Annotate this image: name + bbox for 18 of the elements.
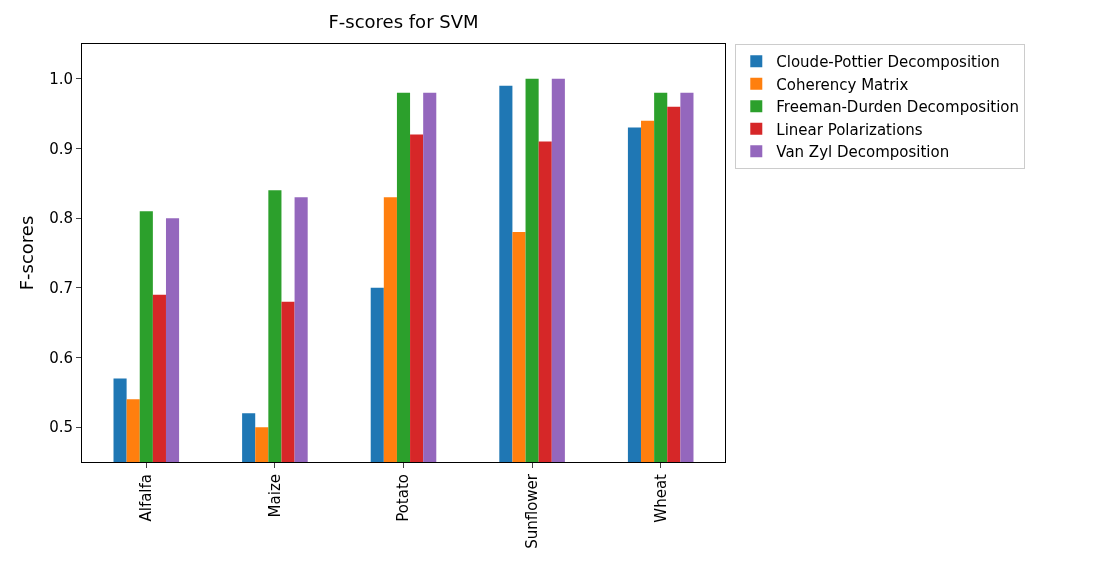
legend-label: Cloude-Pottier Decomposition — [776, 53, 1000, 72]
x-tick-label: Alfalfa — [137, 474, 156, 522]
x-tick-label: Potato — [394, 474, 413, 522]
x-tick-label: Wheat — [651, 473, 670, 523]
legend-label: Coherency Matrix — [776, 75, 909, 94]
y-axis-title: F-scores — [16, 215, 38, 291]
legend-label: Freeman-Durden Decomposition — [776, 98, 1020, 117]
y-tick-label: 0.6 — [49, 348, 73, 367]
y-tick-label: 0.5 — [49, 418, 73, 437]
legend-label: Van Zyl Decomposition — [776, 143, 950, 162]
legend-label: Linear Polarizations — [776, 120, 923, 139]
x-tick-label: Maize — [265, 474, 284, 518]
x-tick-label: Sunflower — [522, 473, 541, 549]
y-tick-label: 0.8 — [49, 209, 73, 228]
y-tick-label: 1.0 — [49, 70, 73, 89]
chart-title: F-scores for SVM — [328, 11, 479, 33]
y-tick-label: 0.9 — [49, 139, 73, 158]
y-tick-label: 0.7 — [49, 279, 73, 298]
